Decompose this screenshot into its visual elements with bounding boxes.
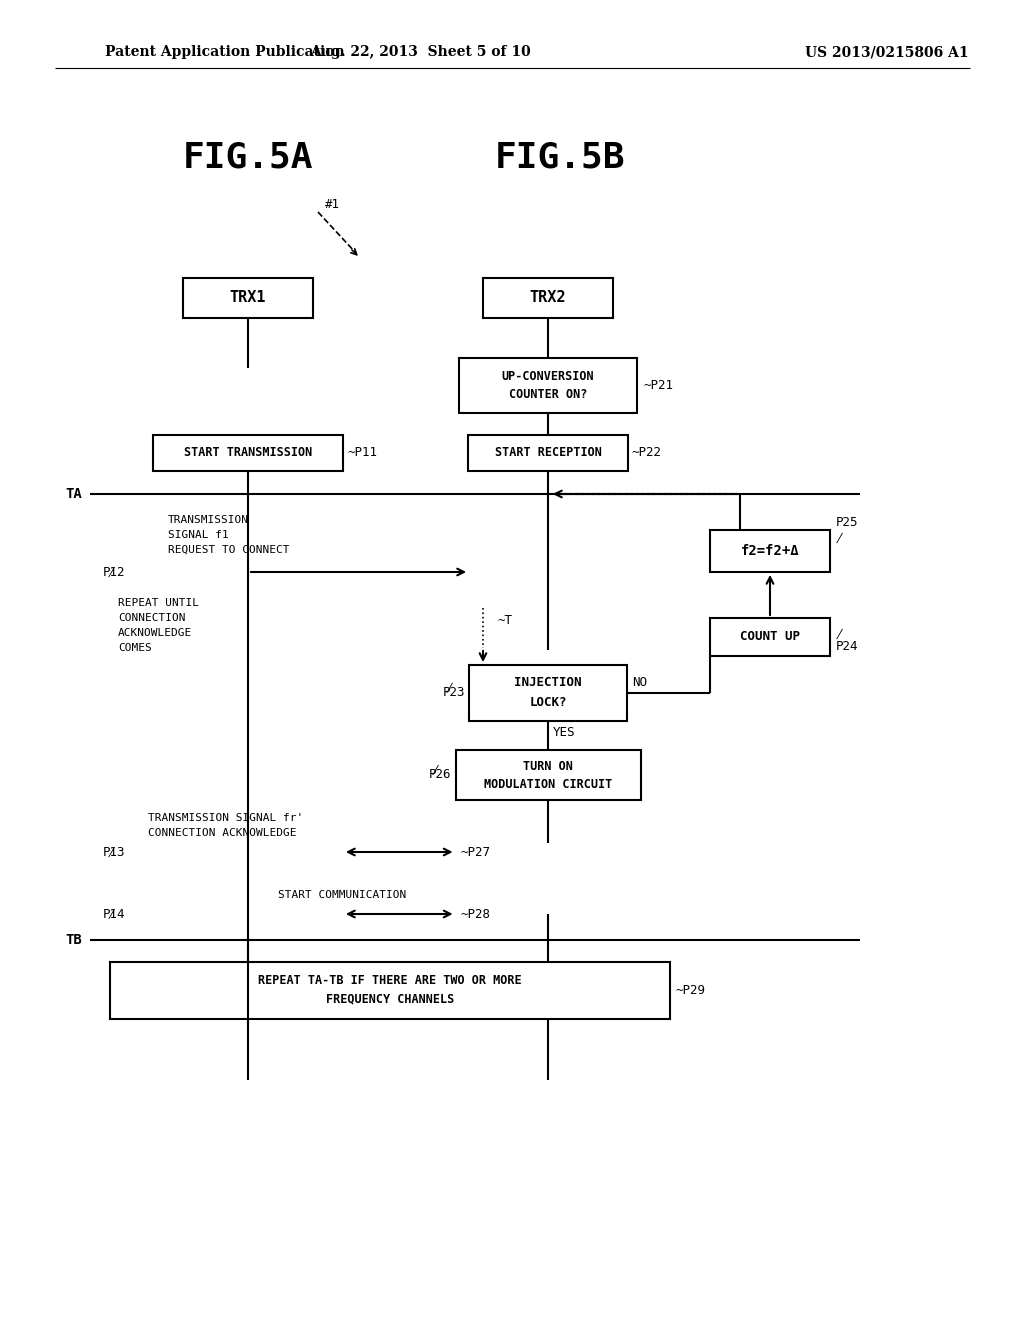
Text: LOCK?: LOCK? bbox=[529, 696, 566, 709]
Text: REPEAT TA-TB IF THERE ARE TWO OR MORE: REPEAT TA-TB IF THERE ARE TWO OR MORE bbox=[258, 974, 522, 986]
Text: REQUEST TO CONNECT: REQUEST TO CONNECT bbox=[168, 545, 290, 554]
Text: TRX1: TRX1 bbox=[229, 290, 266, 305]
Text: FIG.5B: FIG.5B bbox=[495, 140, 626, 174]
Bar bbox=[710, 618, 830, 656]
Text: P23: P23 bbox=[442, 686, 465, 700]
Text: P13: P13 bbox=[102, 846, 125, 858]
Text: P26: P26 bbox=[429, 768, 452, 781]
Text: P24: P24 bbox=[836, 640, 858, 653]
Text: Patent Application Publication: Patent Application Publication bbox=[105, 45, 345, 59]
Text: ⎥: ⎥ bbox=[104, 846, 115, 858]
Text: ⎥: ⎥ bbox=[104, 566, 115, 578]
Bar bbox=[110, 962, 670, 1019]
Text: YES: YES bbox=[553, 726, 575, 739]
Text: CONNECTION ACKNOWLEDGE: CONNECTION ACKNOWLEDGE bbox=[148, 828, 297, 838]
Bar bbox=[459, 358, 637, 413]
Text: FIG.5A: FIG.5A bbox=[182, 140, 313, 174]
Text: COMES: COMES bbox=[118, 643, 152, 653]
Text: US 2013/0215806 A1: US 2013/0215806 A1 bbox=[805, 45, 969, 59]
Bar bbox=[710, 531, 830, 572]
Text: f2=f2+Δ: f2=f2+Δ bbox=[740, 544, 800, 558]
Text: ⎥: ⎥ bbox=[104, 908, 115, 920]
Bar bbox=[456, 750, 640, 800]
Text: ~P27: ~P27 bbox=[461, 846, 490, 858]
Text: ⎥: ⎥ bbox=[833, 532, 843, 544]
Text: START TRANSMISSION: START TRANSMISSION bbox=[184, 446, 312, 459]
Text: TRANSMISSION SIGNAL fr': TRANSMISSION SIGNAL fr' bbox=[148, 813, 303, 822]
Text: COUNTER ON?: COUNTER ON? bbox=[509, 388, 587, 401]
Text: REPEAT UNTIL: REPEAT UNTIL bbox=[118, 598, 199, 609]
Text: Aug. 22, 2013  Sheet 5 of 10: Aug. 22, 2013 Sheet 5 of 10 bbox=[309, 45, 530, 59]
Text: ~P22: ~P22 bbox=[632, 446, 662, 459]
Text: ~T: ~T bbox=[498, 614, 513, 627]
Text: ~P11: ~P11 bbox=[347, 446, 377, 459]
Text: ACKNOWLEDGE: ACKNOWLEDGE bbox=[118, 628, 193, 638]
Text: NO: NO bbox=[632, 676, 647, 689]
Text: ~P28: ~P28 bbox=[461, 908, 490, 920]
Text: P12: P12 bbox=[102, 565, 125, 578]
Text: ⎥: ⎥ bbox=[442, 681, 453, 694]
Text: CONNECTION: CONNECTION bbox=[118, 612, 185, 623]
Text: MODULATION CIRCUIT: MODULATION CIRCUIT bbox=[484, 779, 612, 792]
Bar bbox=[153, 436, 343, 471]
Text: SIGNAL f1: SIGNAL f1 bbox=[168, 531, 228, 540]
Bar bbox=[183, 279, 313, 318]
Text: START RECEPTION: START RECEPTION bbox=[495, 446, 601, 459]
Bar bbox=[483, 279, 613, 318]
Text: UP-CONVERSION: UP-CONVERSION bbox=[502, 370, 594, 383]
Text: START COMMUNICATION: START COMMUNICATION bbox=[278, 890, 407, 900]
Text: TRX2: TRX2 bbox=[529, 290, 566, 305]
Text: P14: P14 bbox=[102, 908, 125, 920]
Text: TURN ON: TURN ON bbox=[523, 760, 573, 774]
Text: FREQUENCY CHANNELS: FREQUENCY CHANNELS bbox=[326, 993, 454, 1006]
Text: ~P21: ~P21 bbox=[643, 379, 673, 392]
Bar bbox=[468, 436, 628, 471]
Text: INJECTION: INJECTION bbox=[514, 676, 582, 689]
Text: ~P29: ~P29 bbox=[675, 983, 705, 997]
Text: ⎥: ⎥ bbox=[429, 764, 439, 776]
Text: #1: #1 bbox=[325, 198, 340, 211]
Text: TA: TA bbox=[66, 487, 82, 502]
Text: TRANSMISSION: TRANSMISSION bbox=[168, 515, 249, 525]
Text: ⎥: ⎥ bbox=[833, 627, 843, 640]
Text: P25: P25 bbox=[836, 516, 858, 528]
Text: TB: TB bbox=[66, 933, 82, 946]
Bar bbox=[469, 665, 627, 721]
Text: COUNT UP: COUNT UP bbox=[740, 631, 800, 644]
